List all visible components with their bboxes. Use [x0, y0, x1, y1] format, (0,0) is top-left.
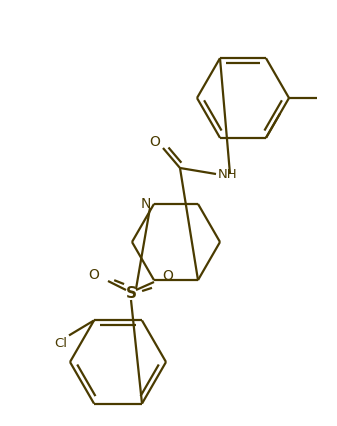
Text: NH: NH [218, 167, 238, 181]
Text: O: O [150, 135, 160, 149]
Text: Cl: Cl [55, 337, 67, 350]
Text: O: O [162, 269, 174, 283]
Text: S: S [125, 287, 136, 302]
Text: O: O [89, 268, 99, 282]
Text: N: N [141, 197, 151, 211]
